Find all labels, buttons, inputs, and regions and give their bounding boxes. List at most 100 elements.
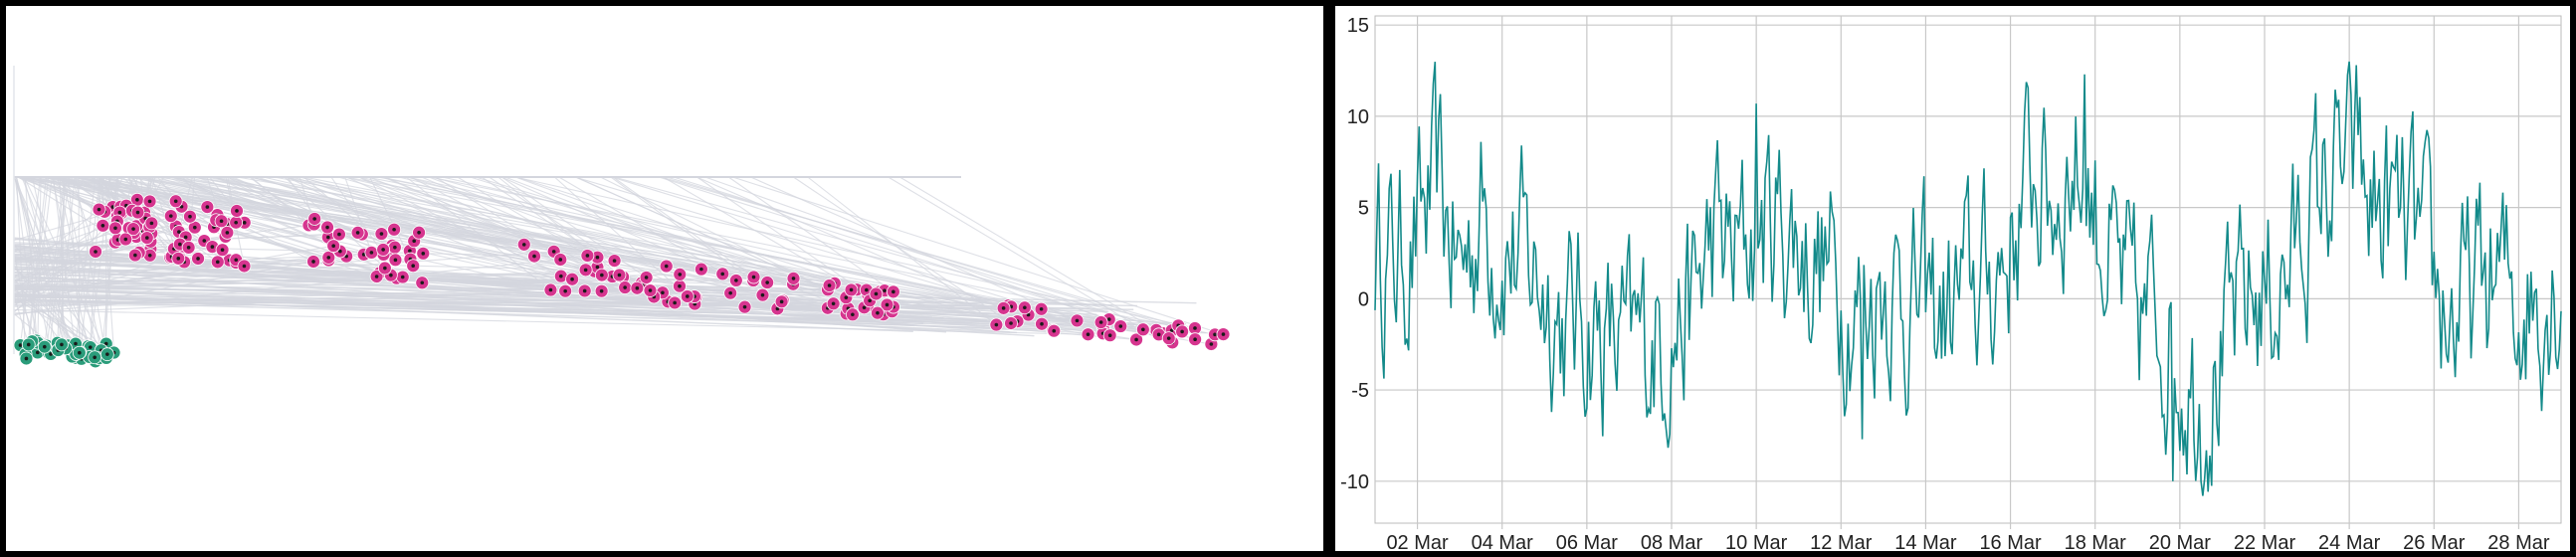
data-point-center [147,253,152,258]
data-point-center [558,258,563,262]
data-point-center [234,258,239,263]
data-point-center [234,220,238,225]
data-point-center [849,287,854,292]
data-point-center [242,221,247,225]
data-point-center [521,243,526,247]
data-point-center [648,288,653,292]
y-tick-label: 15 [1347,15,1369,37]
data-point-center [765,280,769,284]
data-point-center [369,251,374,255]
data-point-center [188,214,192,219]
data-point-center [1040,321,1044,326]
data-point-center [585,254,590,258]
data-point-center [94,250,98,254]
data-point-center [831,301,836,306]
link-line [75,176,107,358]
data-point-center [196,257,200,261]
data-point-center [1213,332,1217,337]
y-tick-label: 5 [1358,198,1369,220]
data-point-center [421,252,426,256]
data-point-center [851,312,855,317]
data-point-center [1106,317,1111,321]
link-line [13,266,947,333]
data-point-center [644,276,649,279]
data-point-center [219,219,224,224]
link-line [611,176,1042,310]
data-point-center [225,231,230,235]
data-point-center [178,242,182,247]
data-point-center [42,344,47,349]
node-points [13,192,1231,369]
link-line [13,285,1138,307]
data-point-center [60,342,64,347]
data-point-center [1169,328,1174,333]
y-tick-label: 0 [1358,288,1369,310]
x-tick-label: 08 Mar [1641,532,1703,551]
data-point-center [123,237,128,242]
data-point-center [865,287,869,292]
data-point-center [678,283,682,288]
data-point-center [49,352,53,356]
data-point-center [720,272,725,277]
x-tick-label: 24 Mar [2318,532,2381,551]
x-tick-label: 28 Mar [2487,532,2550,551]
data-point-center [110,205,115,209]
data-point-center [582,288,587,293]
data-point-center [183,235,188,240]
data-point-center [862,305,867,310]
data-point-center [389,273,393,278]
data-point-center [88,345,93,349]
data-point-center [563,288,567,293]
link-line [13,280,38,341]
data-point-center [612,259,617,263]
data-point-center [623,285,627,289]
data-point-center [1118,324,1123,328]
data-point-center [24,356,29,361]
data-point-center [149,221,154,226]
data-point-center [1075,318,1080,323]
link-line [52,176,77,355]
data-point-center [1221,332,1226,336]
data-point-center [135,210,140,215]
data-point-center [338,249,342,254]
data-point-center [93,355,97,360]
data-point-center [100,224,105,228]
x-tick-label: 22 Mar [2234,532,2296,551]
data-point-center [775,306,780,311]
data-point-center [1156,332,1161,337]
x-tick-label: 26 Mar [2403,532,2466,551]
data-point-center [144,236,149,240]
x-tick-label: 10 Mar [1725,532,1788,551]
data-point-center [1001,306,1006,310]
link-line [48,176,70,354]
data-point-center [400,275,405,279]
data-point-center [337,232,341,237]
data-point-center [1193,337,1197,342]
data-point-center [661,290,665,295]
data-point-center [326,235,330,240]
data-point-center [678,273,683,277]
data-point-center [1180,329,1184,334]
right-chart-panel: 15 10 5 0 -5 -10 02 Mar 04 Mar 06 Mar 08 Mar 10 M… [1335,6,2570,551]
data-point-center [393,245,397,250]
x-tick-label: 04 Mar [1472,532,1534,551]
link-line [899,176,1157,331]
data-point-center [210,245,215,249]
link-line [13,294,1170,325]
x-tick-label: 12 Mar [1810,532,1873,551]
data-point-center [583,268,588,273]
data-point-center [381,248,385,252]
data-point-center [1193,326,1197,330]
link-line [727,176,894,292]
data-point-center [133,253,137,258]
data-point-center [331,244,335,248]
y-tick-label: 10 [1347,106,1369,128]
link-line [514,176,1196,329]
data-point-center [1023,305,1027,310]
data-point-center [760,292,765,297]
data-point-center [220,248,225,252]
data-point-center [595,265,600,270]
x-tick-label: 18 Mar [2065,532,2127,551]
x-tick-label: 20 Mar [2149,532,2212,551]
data-point-center [412,239,416,244]
